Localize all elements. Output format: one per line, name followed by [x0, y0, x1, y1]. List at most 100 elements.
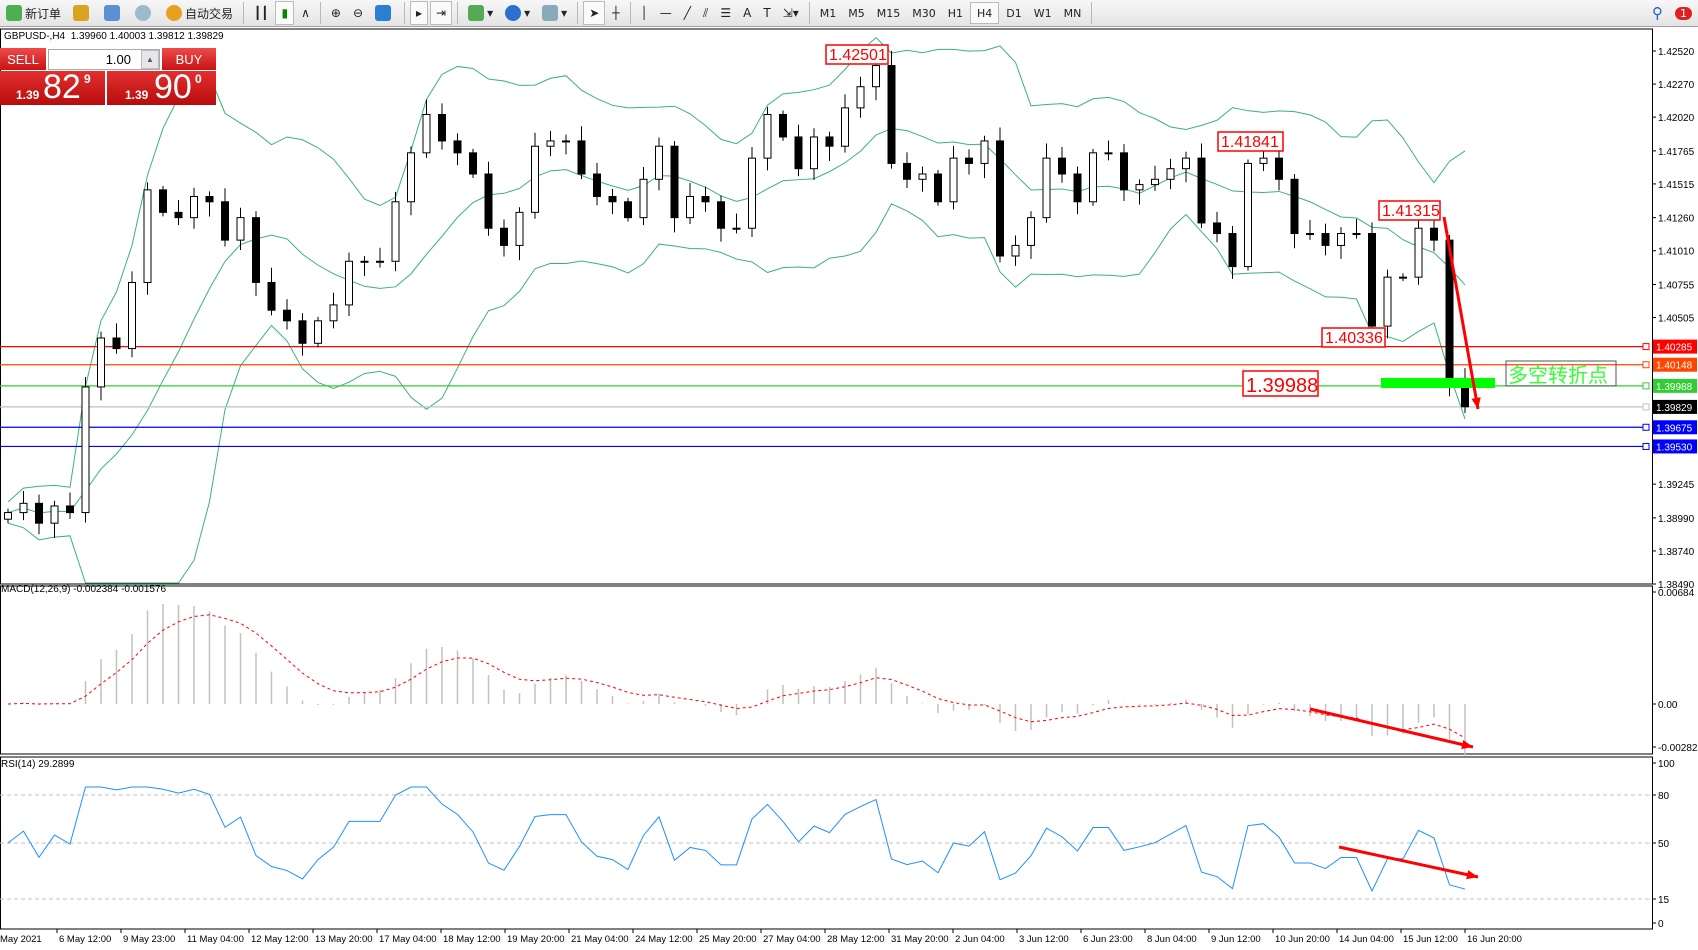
- bull-candle: [515, 211, 524, 246]
- auto-scroll-button[interactable]: ▸: [410, 1, 429, 25]
- zoom-out-button[interactable]: ⊖: [352, 6, 364, 20]
- market-watch-button[interactable]: [68, 1, 97, 25]
- crosshair-tool[interactable]: ┼: [612, 6, 620, 20]
- price-down-arrow: [1442, 216, 1480, 410]
- bull-candle: [1182, 157, 1190, 170]
- timeframe-h1[interactable]: H1: [947, 6, 964, 20]
- time-label: 8 Jun 04:00: [1147, 934, 1197, 945]
- timeframe-m1[interactable]: M1: [819, 6, 837, 20]
- search-icon: ⚲: [1652, 4, 1663, 22]
- bull-candle: [856, 86, 865, 109]
- timeframe-m30[interactable]: M30: [912, 6, 936, 20]
- bar-chart-button[interactable]: ┃┃: [254, 6, 269, 20]
- search-button[interactable]: ⚲: [1647, 1, 1668, 25]
- notifications-button[interactable]: 1: [1670, 1, 1697, 25]
- bull-candle: [531, 145, 539, 213]
- time-label: 12 May 12:00: [251, 934, 309, 945]
- bollinger-middle: [7, 127, 1466, 514]
- level-handle: [1642, 343, 1650, 351]
- timeframe-mn[interactable]: MN: [1063, 6, 1082, 20]
- bull-candle: [128, 281, 136, 350]
- tile-icon: [375, 5, 392, 21]
- bull-candle: [391, 201, 400, 262]
- buy-button[interactable]: BUY: [162, 48, 216, 70]
- label-tool[interactable]: T: [763, 6, 771, 20]
- bear-candle: [624, 201, 632, 219]
- bear-candle: [283, 309, 291, 322]
- bear-candle: [577, 140, 586, 175]
- bull-candle: [50, 505, 59, 524]
- cursor-tool[interactable]: ➤: [583, 1, 606, 25]
- timeframe-h4[interactable]: H4: [970, 2, 1000, 24]
- text-tool[interactable]: A: [743, 6, 752, 20]
- bull-candle: [143, 189, 152, 283]
- bear-candle: [717, 201, 725, 229]
- timeframe-d1[interactable]: D1: [1006, 6, 1022, 20]
- bull-candle: [19, 502, 28, 514]
- macd-pane-frame: [0, 585, 1653, 755]
- terminal-button[interactable]: [130, 1, 159, 25]
- horizontal-line-tool[interactable]: —: [659, 6, 672, 20]
- buy-price[interactable]: 1.39 90 0: [107, 68, 216, 106]
- bear-candle: [174, 211, 183, 219]
- signal-icon: [135, 5, 152, 21]
- price-tick-label: 1.38990: [1658, 514, 1695, 525]
- bull-candle: [1337, 233, 1345, 246]
- bull-candle: [1352, 233, 1361, 236]
- periods-button[interactable]: ▾: [500, 1, 535, 25]
- bull-candle: [1135, 184, 1144, 191]
- toolbar: 新订单 自动交易 ┃┃ ▮ ∧ ⊕ ⊖ ▸ ⇥ ▾ ▾ ▾ ➤ ┼ │ — ╱ …: [0, 0, 1698, 27]
- bear-candle: [484, 173, 493, 229]
- bear-candle: [1290, 178, 1299, 235]
- bollinger-lower: [7, 203, 1466, 584]
- auto-trading-button[interactable]: 自动交易: [161, 1, 238, 25]
- bull-candle: [546, 140, 555, 147]
- trendline-tool[interactable]: ╱: [683, 6, 691, 20]
- level-price-label: 1.39988: [1656, 382, 1693, 393]
- fibonacci-tool[interactable]: ☰: [720, 6, 732, 20]
- macd-tick-label: -0.002824: [1658, 743, 1698, 754]
- bear-candle: [159, 189, 167, 213]
- channel-tool[interactable]: ⫽: [702, 5, 709, 20]
- bull-candle: [360, 260, 369, 263]
- timeframe-m15[interactable]: M15: [876, 6, 901, 20]
- bear-candle: [593, 173, 601, 197]
- bull-candle: [1259, 157, 1268, 164]
- vertical-line-tool[interactable]: │: [640, 6, 648, 20]
- bear-candle: [35, 502, 43, 524]
- sell-price[interactable]: 1.39 82 9: [0, 68, 105, 106]
- time-label: 15 Jun 12:00: [1403, 934, 1458, 945]
- bull-candle: [872, 65, 880, 88]
- bull-candle: [1104, 152, 1113, 155]
- candle-chart-button[interactable]: ▮: [275, 1, 295, 25]
- indicators-button[interactable]: ▾: [463, 1, 498, 25]
- price-label-box: [1242, 370, 1319, 397]
- line-chart-button[interactable]: ∧: [301, 6, 310, 20]
- bear-candle: [779, 113, 787, 138]
- time-label: 6 Jun 23:00: [1083, 934, 1133, 945]
- lot-size-input[interactable]: [48, 49, 160, 70]
- navigator-button[interactable]: [99, 1, 128, 25]
- bull-candle: [236, 217, 245, 241]
- bull-candle: [345, 260, 353, 306]
- sell-button[interactable]: SELL: [0, 48, 46, 70]
- bull-candle: [810, 136, 818, 170]
- templates-button[interactable]: ▾: [537, 1, 572, 25]
- tile-windows-button[interactable]: [370, 1, 399, 25]
- bear-candle: [1321, 233, 1330, 246]
- level-price-label: 1.39829: [1656, 403, 1693, 414]
- price-tick-label: 1.41010: [1658, 247, 1695, 258]
- timeframe-m5[interactable]: M5: [848, 6, 865, 20]
- bear-candle: [500, 227, 508, 246]
- lot-increase-button[interactable]: ▲: [141, 50, 159, 69]
- zoom-in-button[interactable]: ⊕: [330, 6, 341, 20]
- arrows-tool[interactable]: ⇲▾: [782, 6, 799, 20]
- level-price-tag: [1653, 357, 1697, 372]
- chart-area[interactable]: 1.42520 1.42270 1.42020 1.41765 1.41515 1.412…: [0, 28, 1698, 950]
- bear-candle: [934, 173, 942, 203]
- level-handle: [1642, 361, 1650, 369]
- chart-shift-button[interactable]: ⇥: [430, 1, 453, 25]
- timeframe-w1[interactable]: W1: [1033, 6, 1052, 20]
- new-order-button[interactable]: 新订单: [1, 1, 66, 25]
- price-label-box: [1217, 131, 1284, 152]
